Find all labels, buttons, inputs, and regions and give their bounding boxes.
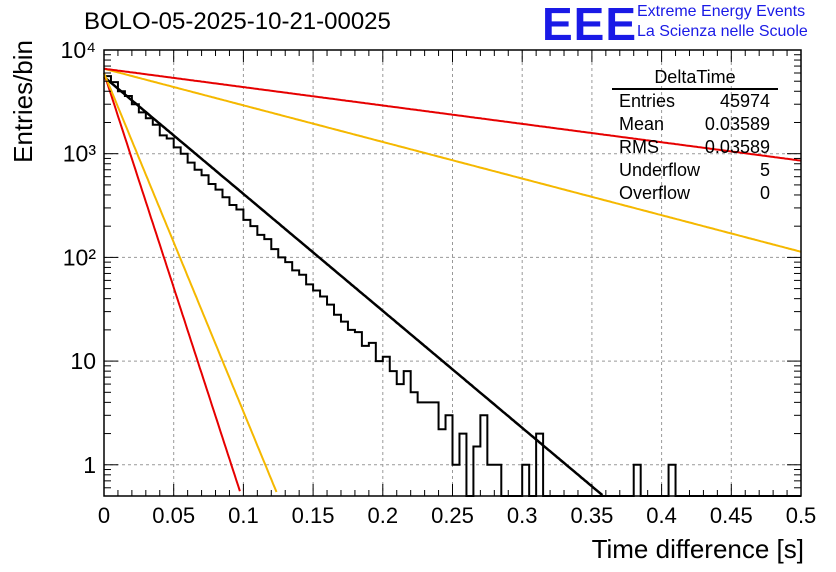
y-tick-label: 10³ (63, 141, 97, 167)
y-axis-label: Entries/bin (8, 40, 38, 163)
x-tick-label: 0.45 (710, 503, 753, 528)
stats-label: Overflow (619, 183, 691, 203)
x-tick-label: 0.4 (646, 503, 677, 528)
stats-label: Underflow (619, 160, 701, 180)
stats-row-underflow: Underflow 5 (606, 159, 782, 182)
stats-label: RMS (619, 137, 659, 157)
stats-row-mean: Mean 0.03589 (606, 113, 782, 136)
x-axis-label: Time difference [s] (591, 534, 804, 564)
stats-title: DeltaTime (612, 66, 778, 90)
stats-value: 5 (759, 160, 770, 180)
series-middle-slow (103, 67, 802, 253)
stats-row-rms: RMS 0.03589 (606, 136, 782, 159)
x-tick-label: 0.2 (368, 503, 399, 528)
x-tick-label: 0 (98, 503, 110, 528)
y-tick-label: 10⁴ (61, 37, 96, 63)
stats-value: 0.03589 (704, 137, 770, 157)
y-tick-label: 1 (83, 452, 96, 478)
series-middle-fast (103, 72, 278, 493)
stats-value: 0.03589 (704, 114, 770, 134)
y-tick-label: 10 (70, 348, 96, 374)
series-fit (103, 75, 604, 497)
x-tick-label: 0.15 (292, 503, 335, 528)
stats-value: 0 (759, 183, 770, 203)
x-tick-label: 0.3 (507, 503, 538, 528)
y-tick-label: 10² (63, 244, 97, 270)
x-tick-label: 0.1 (228, 503, 259, 528)
org-name: Extreme Energy Events La Scienza nelle S… (637, 2, 808, 42)
stats-row-overflow: Overflow 0 (606, 182, 782, 205)
series-upper-fast (103, 72, 241, 492)
chart-title: BOLO-05-2025-10-21-00025 (84, 8, 391, 35)
x-tick-label: 0.25 (431, 503, 474, 528)
stats-label: Mean (619, 114, 665, 134)
org-line-1: Extreme Energy Events (637, 3, 806, 20)
stats-value: 45974 (719, 91, 770, 111)
x-tick-label: 0.05 (152, 503, 195, 528)
histogram-bars (104, 75, 801, 497)
org-line-2: La Scienza nelle Scuole (637, 23, 808, 40)
stats-row-entries: Entries 45974 (606, 90, 782, 113)
series-upper-slow (103, 67, 802, 162)
stats-box: DeltaTime Entries 45974 Mean 0.03589 RMS 0.… (606, 66, 782, 205)
eee-logo: EEE (542, 0, 638, 50)
stats-label: Entries (619, 91, 676, 111)
x-tick-label: 0.35 (570, 503, 613, 528)
x-tick-label: 0.5 (786, 503, 817, 528)
